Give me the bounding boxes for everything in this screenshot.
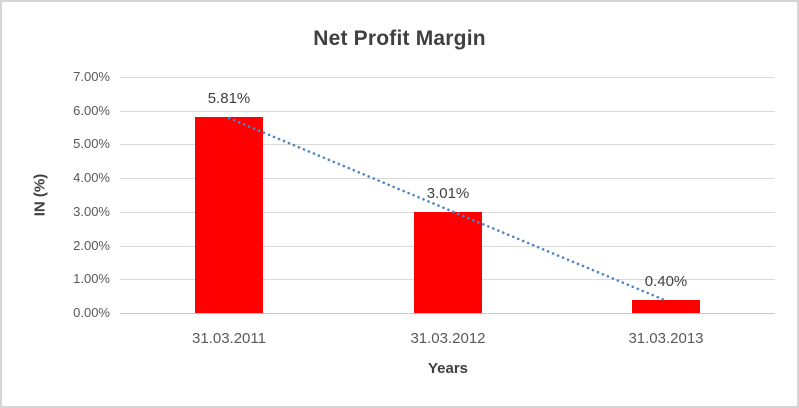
y-axis-title: IN (%) [31, 173, 49, 217]
y-axis-tick-label: 1.00% [73, 271, 110, 286]
bar [632, 300, 700, 313]
y-axis-tick-label: 3.00% [73, 204, 110, 219]
gridline [120, 111, 775, 112]
y-axis-tick-label: 6.00% [73, 103, 110, 118]
data-label: 5.81% [207, 90, 251, 107]
y-axis-tick-label: 4.00% [73, 170, 110, 185]
gridline [120, 313, 775, 314]
x-axis-tick-label: 31.03.2011 [192, 330, 266, 347]
x-axis-tick-label: 31.03.2012 [410, 330, 486, 347]
y-axis-tick-label: 2.00% [73, 238, 110, 253]
y-axis-tick-label: 5.00% [73, 136, 110, 151]
bar [414, 212, 482, 313]
data-label: 3.01% [426, 185, 470, 202]
data-label: 0.40% [644, 273, 688, 290]
bar [195, 117, 263, 313]
y-axis-tick-label: 7.00% [73, 69, 110, 84]
y-axis-tick-label: 0.00% [73, 305, 110, 320]
x-axis-title: Years [427, 360, 469, 377]
chart-title: Net Profit Margin [313, 27, 486, 50]
x-axis-tick-label: 31.03.2013 [628, 330, 704, 347]
gridline [120, 77, 775, 78]
